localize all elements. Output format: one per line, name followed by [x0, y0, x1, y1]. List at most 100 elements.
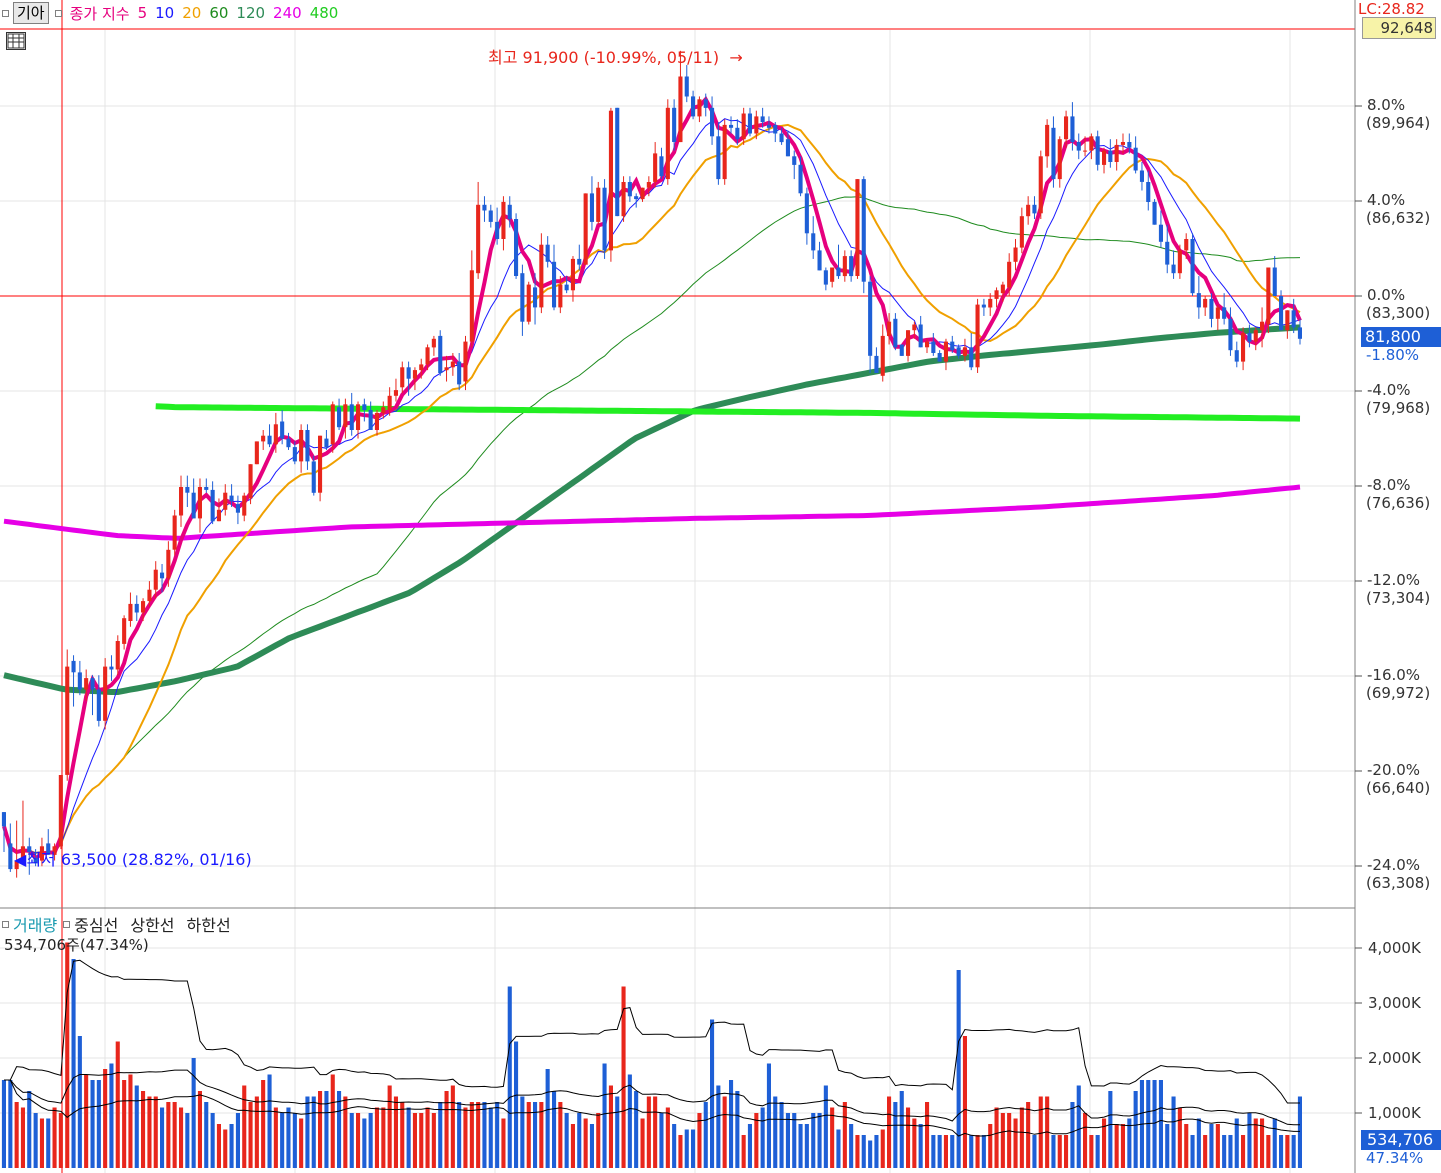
candle-body: [1241, 333, 1246, 362]
candle-body: [533, 287, 538, 308]
volume-bar: [716, 1085, 721, 1168]
candle-body: [994, 290, 999, 299]
candle-body: [899, 344, 904, 356]
stock-name-button[interactable]: 기아: [13, 2, 49, 24]
candle-body: [545, 244, 550, 262]
indicator-square-icon[interactable]: [54, 9, 62, 17]
volume-bar: [1083, 1113, 1088, 1168]
candle-body: [1133, 147, 1138, 171]
candle-body: [577, 258, 582, 265]
price-tick-pct: -8.0%: [1367, 476, 1411, 494]
ma-period-240[interactable]: 240: [273, 4, 302, 22]
toolbar-square-icon[interactable]: [2, 9, 9, 17]
candle-body: [337, 407, 342, 428]
candle-body: [931, 341, 936, 353]
volume-bar: [1209, 1124, 1214, 1168]
candle-body: [665, 107, 670, 180]
volume-bar: [912, 1118, 917, 1168]
ma-period-120[interactable]: 120: [236, 4, 266, 22]
volume-bar: [1152, 1080, 1157, 1168]
volume-bar: [747, 1124, 752, 1168]
candle-body: [46, 843, 51, 855]
candle-body: [1007, 261, 1012, 288]
volume-bar: [1241, 1135, 1246, 1168]
candle-body: [27, 846, 32, 852]
candle-body: [697, 99, 702, 117]
candle-body: [760, 116, 765, 123]
table-grid-icon[interactable]: [6, 32, 26, 50]
candle-body: [1057, 139, 1062, 180]
volume-bar: [861, 1135, 866, 1168]
volume-bar: [235, 1113, 240, 1168]
candle-body: [381, 407, 386, 413]
ma-period-60[interactable]: 60: [209, 4, 229, 22]
candle-body: [406, 367, 411, 379]
volume-bar: [893, 1102, 898, 1168]
volume-bar: [640, 1118, 645, 1168]
volume-indicator-square-icon[interactable]: [63, 920, 71, 928]
candle-body: [855, 179, 860, 276]
candle-body: [1095, 136, 1100, 165]
candle-body: [729, 124, 734, 128]
candle-body: [254, 441, 259, 465]
volume-bar: [722, 1096, 727, 1168]
candle-body: [1032, 204, 1037, 214]
candle-body: [754, 116, 759, 134]
volume-bar: [1279, 1135, 1284, 1168]
candle-body: [950, 341, 955, 351]
candle-body: [874, 355, 879, 373]
volume-bar: [994, 1107, 999, 1168]
volume-bar: [608, 1085, 613, 1168]
volume-bar: [14, 1102, 19, 1168]
candle-body: [400, 367, 405, 388]
ma-period-5[interactable]: 5: [137, 4, 148, 22]
candle-body: [299, 430, 304, 462]
ma-period-20[interactable]: 20: [182, 4, 202, 22]
volume-bar: [526, 1102, 531, 1168]
volume-bar: [754, 1113, 759, 1168]
volume-bar: [1000, 1113, 1005, 1168]
candle-body: [349, 404, 354, 430]
ma-period-480[interactable]: 480: [309, 4, 339, 22]
volume-bar: [412, 1113, 417, 1168]
candle-body: [109, 666, 114, 670]
candle-body: [1266, 267, 1271, 325]
volume-bands: [4, 959, 1300, 1137]
ma-period-10[interactable]: 10: [155, 4, 175, 22]
candle-body: [160, 572, 165, 579]
candle-body: [229, 495, 234, 502]
volume-square-icon[interactable]: [2, 920, 9, 928]
candle-body: [1083, 150, 1088, 152]
volume-bar: [96, 1080, 101, 1168]
volume-bar: [956, 970, 961, 1168]
candle-body: [495, 221, 500, 239]
candle-body: [842, 256, 847, 277]
candle-body: [469, 270, 474, 342]
candle-body: [374, 412, 379, 430]
candle-body: [621, 182, 626, 217]
candle-body: [84, 678, 89, 690]
close-index-label[interactable]: 종가 지수: [69, 4, 130, 23]
volume-bar: [1266, 1135, 1271, 1168]
volume-bar: [254, 1096, 259, 1168]
volume-title[interactable]: 거래량: [13, 916, 58, 935]
volume-bar: [476, 1102, 481, 1168]
volume-bar: [444, 1091, 449, 1168]
volume-bar: [943, 1135, 948, 1168]
volume-bar: [115, 1041, 120, 1168]
volume-bar: [691, 1129, 696, 1168]
ma-periods: 5 10 20 60 120 240 480: [130, 4, 339, 22]
candle-body: [393, 390, 398, 396]
volume-bar: [880, 1129, 885, 1168]
volume-bar: [488, 1107, 493, 1168]
candle-body: [1228, 318, 1233, 351]
candle-body: [235, 504, 240, 513]
volume-bar: [204, 1102, 209, 1168]
volume-bar: [539, 1102, 544, 1168]
volume-bar: [77, 1036, 82, 1168]
volume-bar: [482, 1102, 487, 1168]
volume-bar: [1203, 1135, 1208, 1168]
volume-bar: [343, 1096, 348, 1168]
volume-bar: [741, 1135, 746, 1168]
candle-body: [204, 487, 209, 490]
